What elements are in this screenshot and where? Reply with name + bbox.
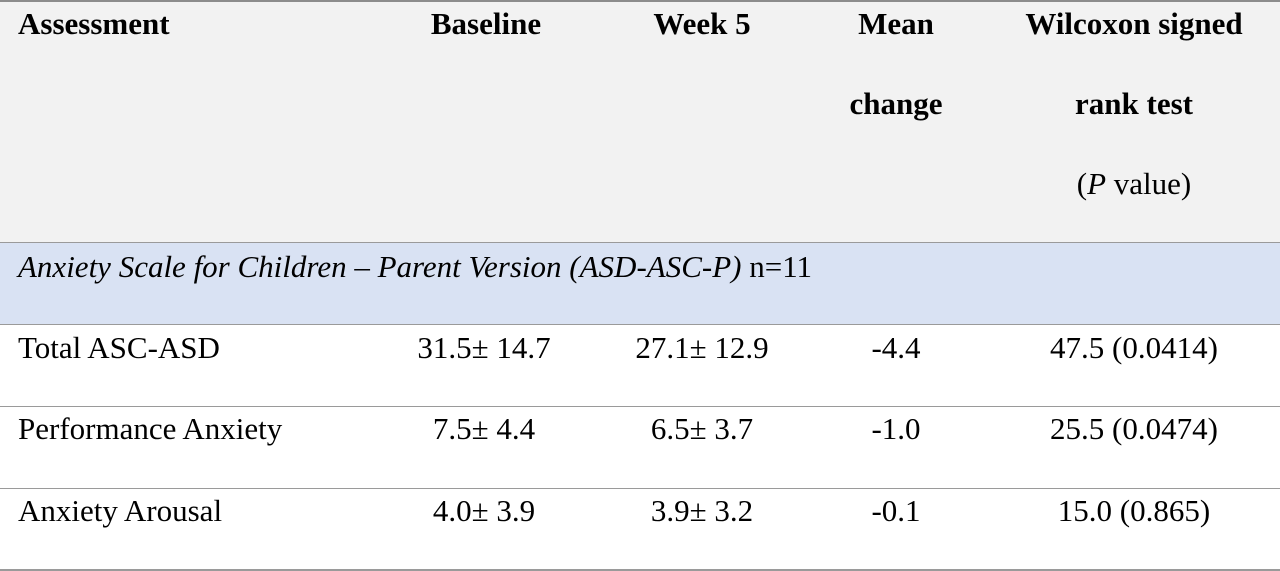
row-anxiety-arousal-mean-change: -0.1 bbox=[871, 493, 921, 528]
row-performance-anxiety-wilcoxon: 25.5 (0.0474) bbox=[1050, 411, 1218, 446]
row-anxiety-arousal-baseline: 4.0± 3.9 bbox=[432, 493, 536, 528]
row-anxiety-arousal-wilcoxon: 15.0 (0.865) bbox=[1057, 493, 1211, 528]
header-mean-change-line2: change bbox=[849, 86, 943, 121]
section-bottom-rule bbox=[0, 324, 1280, 325]
open-paren: ( bbox=[1076, 166, 1088, 201]
header-assessment: Assessment bbox=[18, 6, 170, 41]
header-wilcoxon-line1: Wilcoxon signed bbox=[1025, 6, 1243, 41]
section-row-background bbox=[0, 242, 1280, 324]
table-header-background bbox=[0, 0, 1280, 242]
row-performance-anxiety-week5: 6.5± 3.7 bbox=[650, 411, 754, 446]
row-total-asc-asd-week5: 27.1± 12.9 bbox=[635, 330, 769, 365]
row-divider bbox=[0, 406, 1280, 407]
header-wilcoxon-line3: (P value) bbox=[996, 164, 1272, 204]
header-baseline: Baseline bbox=[430, 6, 542, 41]
table-top-rule bbox=[0, 0, 1280, 2]
row-anxiety-arousal-week5: 3.9± 3.2 bbox=[650, 493, 754, 528]
row-total-asc-asd-mean-change: -4.4 bbox=[871, 330, 921, 365]
header-week5: Week 5 bbox=[653, 6, 751, 41]
section-title-scale: Anxiety Scale for Children – Parent Vers… bbox=[18, 249, 742, 284]
header-mean-change-line1: Mean bbox=[858, 6, 934, 41]
section-title: Anxiety Scale for Children – Parent Vers… bbox=[18, 247, 812, 287]
row-performance-anxiety-baseline: 7.5± 4.4 bbox=[432, 411, 536, 446]
p-symbol: P bbox=[1087, 166, 1107, 201]
p-value-label: value) bbox=[1106, 166, 1192, 201]
row-total-asc-asd-baseline: 31.5± 14.7 bbox=[417, 330, 551, 365]
row-performance-anxiety-assessment: Performance Anxiety bbox=[18, 411, 283, 446]
row-divider bbox=[0, 488, 1280, 489]
row-total-asc-asd-assessment: Total ASC-ASD bbox=[18, 330, 220, 365]
row-total-asc-asd-wilcoxon: 47.5 (0.0414) bbox=[1050, 330, 1218, 365]
row-anxiety-arousal-assessment: Anxiety Arousal bbox=[18, 493, 223, 528]
table-bottom-rule bbox=[0, 569, 1280, 571]
header-bottom-rule bbox=[0, 242, 1280, 243]
header-wilcoxon-line2: rank test bbox=[1075, 86, 1193, 121]
row-performance-anxiety-mean-change: -1.0 bbox=[871, 411, 921, 446]
section-title-n: n=11 bbox=[741, 249, 813, 284]
